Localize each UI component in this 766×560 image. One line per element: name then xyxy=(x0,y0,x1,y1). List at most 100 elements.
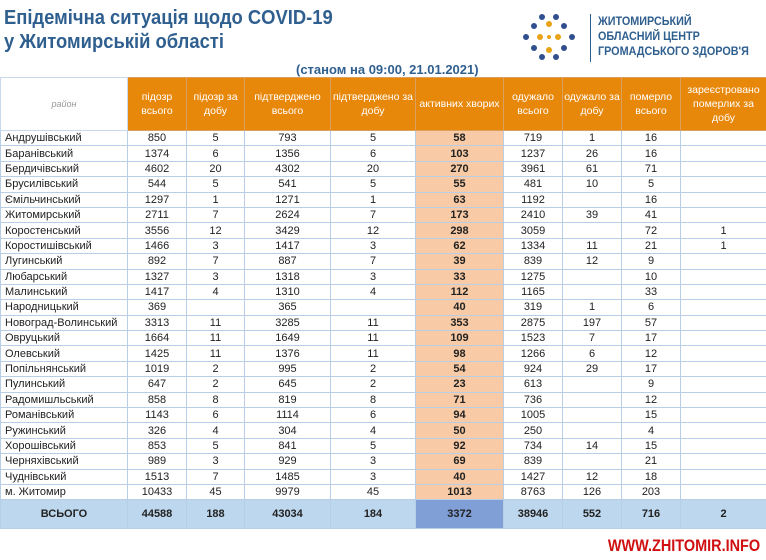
column-header: підозр за добу xyxy=(186,77,245,131)
cell: 7 xyxy=(186,206,245,224)
logo-icon xyxy=(523,14,575,60)
cell xyxy=(562,191,622,208)
cell xyxy=(680,330,766,347)
cell: 11 xyxy=(186,330,245,347)
table-row: Черняхівський 989 3 929 3 69 839 21 xyxy=(0,453,766,470)
cell: 15 xyxy=(621,437,681,455)
district-name: Чуднівський xyxy=(0,468,128,485)
cell: 2 xyxy=(330,376,416,393)
district-name: ВСЬОГО xyxy=(0,499,128,530)
district-name: Малинський xyxy=(0,283,128,301)
column-header: зареєстровано померлих за добу xyxy=(680,77,766,131)
cell: 7 xyxy=(186,468,245,485)
cell: 1192 xyxy=(503,191,563,208)
cell: 11 xyxy=(330,314,416,332)
cell xyxy=(680,268,766,285)
cell: 11 xyxy=(186,314,245,332)
district-name: Коростишівський xyxy=(0,237,128,255)
cell xyxy=(562,283,622,301)
cell xyxy=(562,453,622,470)
cell: 1664 xyxy=(127,330,187,347)
page-title: Епідемічна ситуація щодо COVID-19 у Житом… xyxy=(4,6,333,54)
cell: 12 xyxy=(621,391,681,409)
cell: 1417 xyxy=(244,237,331,255)
cell: 3313 xyxy=(127,314,187,332)
cell: 850 xyxy=(127,129,187,147)
cell xyxy=(680,391,766,409)
title-line-2: у Житомирській області xyxy=(4,31,224,53)
cell: 26 xyxy=(562,145,622,162)
cell: 11 xyxy=(330,345,416,362)
table-row: Ружинський 326 4 304 4 50 250 4 xyxy=(0,422,766,439)
cell: 1376 xyxy=(244,345,331,362)
cell: 94 xyxy=(415,407,504,424)
cell: 369 xyxy=(127,299,187,316)
table-row: Коростишівський 1466 3 1417 3 62 1334 11 21 1 xyxy=(0,237,766,255)
cell: 21 xyxy=(621,453,681,470)
cell: 929 xyxy=(244,453,331,470)
cell: 1334 xyxy=(503,237,563,255)
table-row: м. Житомир 10433 45 9979 45 1013 8763 126 203 xyxy=(0,483,766,501)
cell: 184 xyxy=(330,499,416,530)
cell: 3961 xyxy=(503,160,563,178)
cell: 3285 xyxy=(244,314,331,332)
table-row: Хорошівський 853 5 841 5 92 734 14 15 xyxy=(0,437,766,455)
table-row: Олевський 1425 11 1376 11 98 1266 6 12 xyxy=(0,345,766,362)
cell xyxy=(186,299,245,316)
column-header: померло всього xyxy=(621,77,681,131)
cell: 63 xyxy=(415,191,504,208)
cell: 858 xyxy=(127,391,187,409)
cell: 188 xyxy=(186,499,245,530)
table-row: Коростенський 3556 12 3429 12 298 3059 72 1 xyxy=(0,222,766,239)
table-row: Лугинський 892 7 887 7 39 839 12 9 xyxy=(0,253,766,270)
table-row: Баранівський 1374 6 1356 6 103 1237 26 16 xyxy=(0,145,766,162)
cell: 319 xyxy=(503,299,563,316)
cell: 62 xyxy=(415,237,504,255)
cell: 39 xyxy=(415,253,504,270)
cell xyxy=(680,360,766,378)
column-header: підтверджено всього xyxy=(244,77,331,131)
cell: 5 xyxy=(330,129,416,147)
cell: 6 xyxy=(186,145,245,162)
district-name: Баранівський xyxy=(0,145,128,162)
table-row: Народницький 369 365 40 319 1 6 xyxy=(0,299,766,316)
table-row: Бердичівський 4602 20 4302 20 270 3961 61 71 xyxy=(0,160,766,178)
cell: 3 xyxy=(330,268,416,285)
cell: 6 xyxy=(330,407,416,424)
district-name: Коростенський xyxy=(0,222,128,239)
cell: 3 xyxy=(330,237,416,255)
cell: 2875 xyxy=(503,314,563,332)
cell: 5 xyxy=(330,437,416,455)
table-row: Романівський 1143 6 1114 6 94 1005 15 xyxy=(0,407,766,424)
district-name: Черняхівський xyxy=(0,453,128,470)
cell: 12 xyxy=(562,253,622,270)
column-header: активних хворих xyxy=(415,77,504,131)
cell: 1266 xyxy=(503,345,563,362)
cell: 853 xyxy=(127,437,187,455)
district-name: Андрушівський xyxy=(0,129,128,147)
cell xyxy=(680,314,766,332)
cell: 552 xyxy=(562,499,622,530)
cell: 43034 xyxy=(244,499,331,530)
cell xyxy=(562,422,622,439)
cell: 12 xyxy=(562,468,622,485)
cell: 6 xyxy=(562,345,622,362)
cell: 45 xyxy=(330,483,416,501)
cell: 250 xyxy=(503,422,563,439)
cell: 1 xyxy=(680,237,766,255)
cell: 9979 xyxy=(244,483,331,501)
cell: 1425 xyxy=(127,345,187,362)
cell: 270 xyxy=(415,160,504,178)
cell: 8 xyxy=(330,391,416,409)
district-name: Ємільчинський xyxy=(0,191,128,208)
cell: 5 xyxy=(186,176,245,193)
cell: 647 xyxy=(127,376,187,393)
cell: 1 xyxy=(680,222,766,239)
cell: 45 xyxy=(186,483,245,501)
cell: 298 xyxy=(415,222,504,239)
cell: 29 xyxy=(562,360,622,378)
district-name: Любарський xyxy=(0,268,128,285)
table-row: Брусилівський 544 5 541 5 55 481 10 5 xyxy=(0,176,766,193)
cell xyxy=(680,437,766,455)
cell: 71 xyxy=(621,160,681,178)
